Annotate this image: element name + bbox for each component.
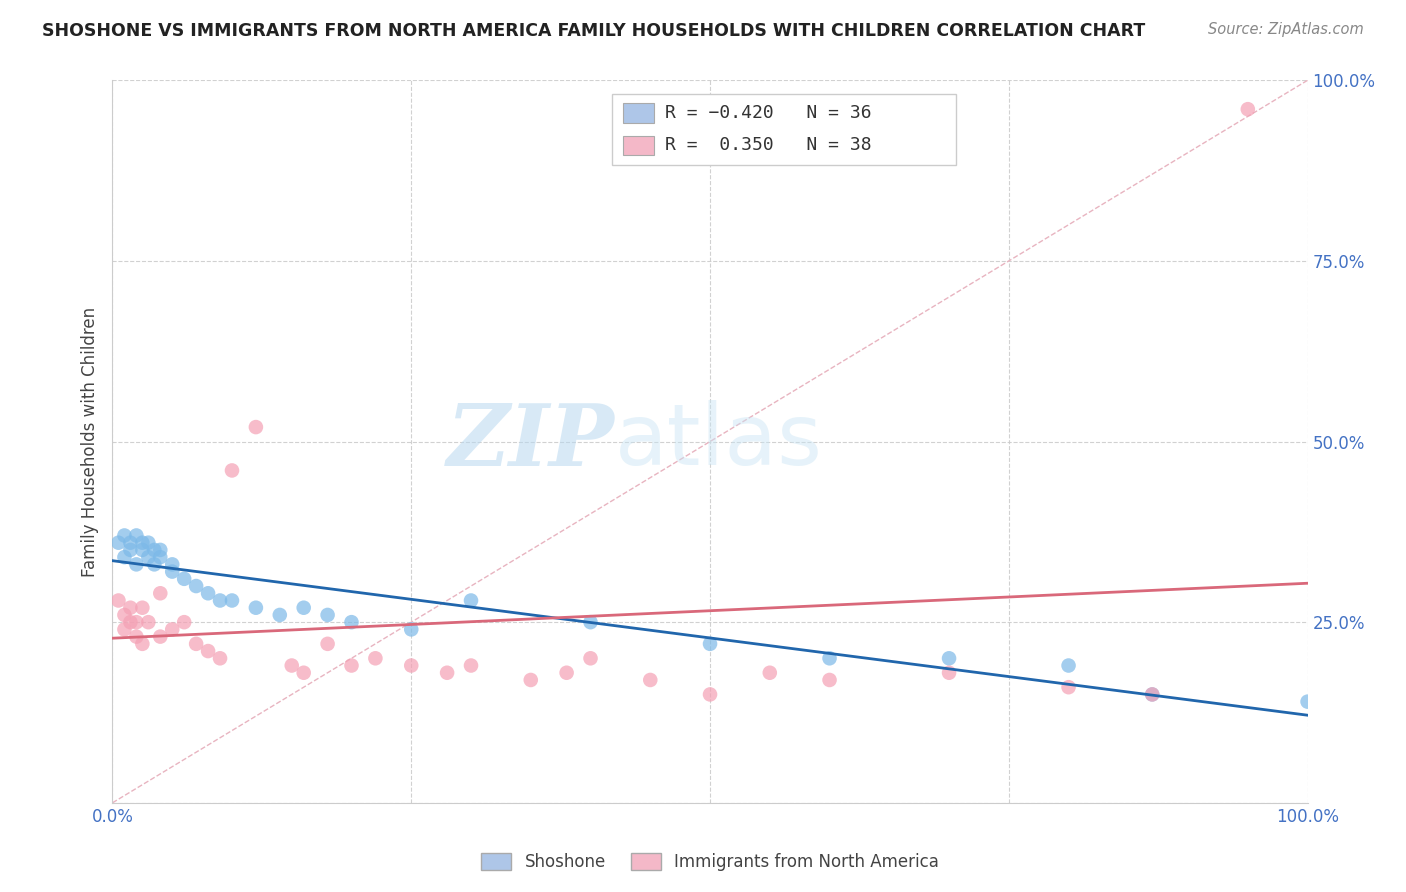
Point [107,593,129,607]
Point [173,615,195,630]
Point [640,673,662,687]
Point [460,593,482,607]
Point [125,615,148,630]
Point [579,615,602,630]
Point [143,542,166,557]
Point [818,651,841,665]
Point [292,600,315,615]
Point [120,535,142,549]
Point [114,528,135,542]
Point [114,550,135,565]
Point [173,572,195,586]
Point [186,579,208,593]
Point [120,600,142,615]
Point [1142,687,1164,701]
Point [436,665,458,680]
Point [138,535,160,549]
Text: SHOSHONE VS IMMIGRANTS FROM NORTH AMERICA FAMILY HOUSEHOLDS WITH CHILDREN CORREL: SHOSHONE VS IMMIGRANTS FROM NORTH AMERIC… [42,22,1146,40]
Point [555,665,578,680]
Y-axis label: Family Households with Children: Family Households with Children [80,307,98,576]
Point [186,637,208,651]
Point [162,558,183,572]
Point [149,542,172,557]
Point [197,644,219,658]
Point [340,658,363,673]
Point [125,630,148,644]
Point [579,651,602,665]
Point [316,607,339,622]
Point [316,637,339,651]
Point [131,600,153,615]
Point [401,658,423,673]
Point [131,535,153,549]
Point [759,665,782,680]
Point [120,615,142,630]
Text: ZIP: ZIP [447,400,614,483]
Point [221,593,243,607]
Point [209,651,232,665]
Point [1142,687,1164,701]
Point [245,600,267,615]
Point [149,630,172,644]
Point [125,558,148,572]
Point [149,586,172,600]
Point [209,593,232,607]
Text: atlas: atlas [614,400,823,483]
Point [281,658,304,673]
Point [269,607,291,622]
Point [364,651,387,665]
Point [149,550,172,565]
Point [138,615,160,630]
Point [401,623,423,637]
Text: Source: ZipAtlas.com: Source: ZipAtlas.com [1208,22,1364,37]
Point [120,542,142,557]
Point [245,420,267,434]
Point [1057,680,1080,694]
Point [1237,102,1260,116]
Point [131,637,153,651]
Point [114,623,135,637]
Point [818,673,841,687]
Point [1296,695,1319,709]
Point [107,535,129,549]
Point [520,673,543,687]
Point [162,623,183,637]
Point [131,542,153,557]
Point [221,463,243,477]
Point [143,558,166,572]
Point [162,565,183,579]
Point [1057,658,1080,673]
Point [460,658,482,673]
Point [340,615,363,630]
Legend: Shoshone, Immigrants from North America: Shoshone, Immigrants from North America [474,846,946,878]
Point [292,665,315,680]
Text: R = −0.420   N = 36: R = −0.420 N = 36 [665,104,872,122]
Point [197,586,219,600]
Point [699,687,721,701]
Point [699,637,721,651]
Point [125,528,148,542]
Point [938,651,960,665]
Point [138,550,160,565]
Point [938,665,960,680]
Point [114,607,135,622]
Text: R =  0.350   N = 38: R = 0.350 N = 38 [665,136,872,154]
